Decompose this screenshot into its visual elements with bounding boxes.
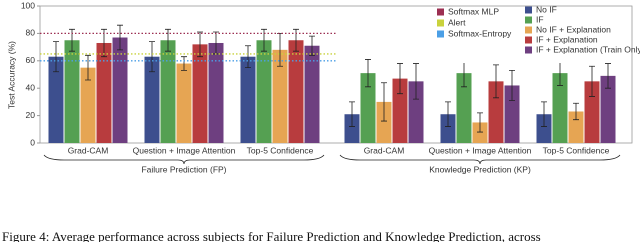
caption: Figure 4: Average performance across sub… bbox=[2, 229, 541, 242]
x-tick-label: Question + Image Attention bbox=[429, 145, 532, 155]
bar bbox=[456, 73, 472, 143]
error-bar bbox=[541, 101, 547, 127]
legend-swatch bbox=[525, 6, 532, 14]
bar bbox=[96, 42, 112, 143]
error-bar bbox=[197, 31, 203, 58]
error-bar bbox=[117, 24, 123, 51]
error-bar bbox=[381, 82, 387, 122]
error-bar bbox=[477, 112, 483, 133]
bar bbox=[376, 101, 392, 143]
section-label: Knowledge Prediction (KP) bbox=[429, 164, 531, 174]
x-tick-label: Grad-CAM bbox=[364, 145, 405, 155]
error-bar bbox=[349, 101, 355, 127]
bar bbox=[240, 56, 256, 143]
error-bar bbox=[493, 64, 499, 99]
legend-swatch bbox=[525, 46, 532, 54]
y-tick-label: 20 bbox=[26, 110, 36, 120]
bar bbox=[568, 111, 584, 143]
bar bbox=[64, 40, 80, 143]
error-bar bbox=[85, 54, 91, 81]
legend-swatch bbox=[525, 26, 532, 34]
y-axis-label: Test Accuracy (%) bbox=[6, 41, 16, 109]
legend-label: IF + Explanation (Train Only) bbox=[536, 44, 640, 54]
bar bbox=[144, 56, 160, 143]
legend-swatch bbox=[437, 30, 444, 38]
bar bbox=[304, 45, 320, 144]
section-bracket bbox=[43, 154, 325, 165]
legend-swatch bbox=[525, 16, 532, 24]
bar bbox=[48, 56, 64, 143]
bar bbox=[360, 73, 376, 143]
bar bbox=[552, 73, 568, 143]
error-bar bbox=[605, 63, 611, 89]
legend-swatch bbox=[525, 36, 532, 44]
error-bar bbox=[413, 63, 419, 100]
error-bar bbox=[53, 41, 59, 73]
y-tick-label: 40 bbox=[26, 82, 36, 92]
error-bar bbox=[165, 28, 171, 52]
bar bbox=[80, 67, 96, 143]
legend-swatch bbox=[437, 19, 444, 27]
legend-label: No IF bbox=[536, 4, 557, 14]
bar bbox=[440, 114, 456, 143]
y-tick-label: 0 bbox=[30, 137, 35, 147]
legend-box bbox=[432, 7, 631, 63]
section-bracket bbox=[339, 154, 621, 165]
bar bbox=[472, 122, 488, 143]
error-bar bbox=[181, 56, 187, 71]
bar bbox=[112, 37, 128, 144]
legend-label: Softmax-Entropy bbox=[448, 28, 512, 38]
bar bbox=[536, 114, 552, 143]
y-tick-label: 60 bbox=[26, 55, 36, 65]
bar bbox=[272, 49, 288, 144]
bar bbox=[160, 40, 176, 143]
bar bbox=[408, 81, 424, 143]
bar bbox=[504, 85, 520, 143]
legend-label: IF + Explanation bbox=[536, 34, 598, 44]
error-bar bbox=[245, 45, 251, 69]
bar bbox=[344, 114, 360, 143]
bar bbox=[600, 75, 616, 143]
legend-label: IF bbox=[536, 14, 544, 24]
y-tick-label: 100 bbox=[21, 0, 35, 10]
error-bar bbox=[573, 102, 579, 121]
plot-frame bbox=[39, 5, 633, 144]
error-bar bbox=[509, 69, 515, 101]
y-tick-label: 80 bbox=[26, 28, 36, 38]
error-bar bbox=[589, 65, 595, 97]
x-tick-label: Top-5 Confidence bbox=[247, 145, 314, 155]
error-bar bbox=[365, 59, 371, 88]
bar bbox=[208, 42, 224, 143]
section-label: Failure Prediction (FP) bbox=[141, 164, 226, 174]
x-tick-label: Question + Image Attention bbox=[133, 145, 236, 155]
bar bbox=[488, 81, 504, 143]
bar bbox=[584, 81, 600, 143]
x-tick-label: Top-5 Confidence bbox=[543, 145, 610, 155]
error-bar bbox=[149, 41, 155, 73]
bar bbox=[288, 40, 304, 143]
legend-swatch bbox=[437, 8, 444, 16]
bar bbox=[392, 78, 408, 143]
error-bar bbox=[445, 101, 451, 127]
legend-label: No IF + Explanation bbox=[536, 24, 611, 34]
bar bbox=[256, 40, 272, 143]
bar bbox=[176, 63, 192, 143]
error-bar bbox=[309, 35, 315, 56]
x-tick-label: Grad-CAM bbox=[68, 145, 109, 155]
bar bbox=[192, 44, 208, 143]
legend-label: Alert bbox=[448, 17, 466, 27]
error-bar bbox=[397, 63, 403, 95]
legend-label: Softmax MLP bbox=[448, 6, 499, 16]
